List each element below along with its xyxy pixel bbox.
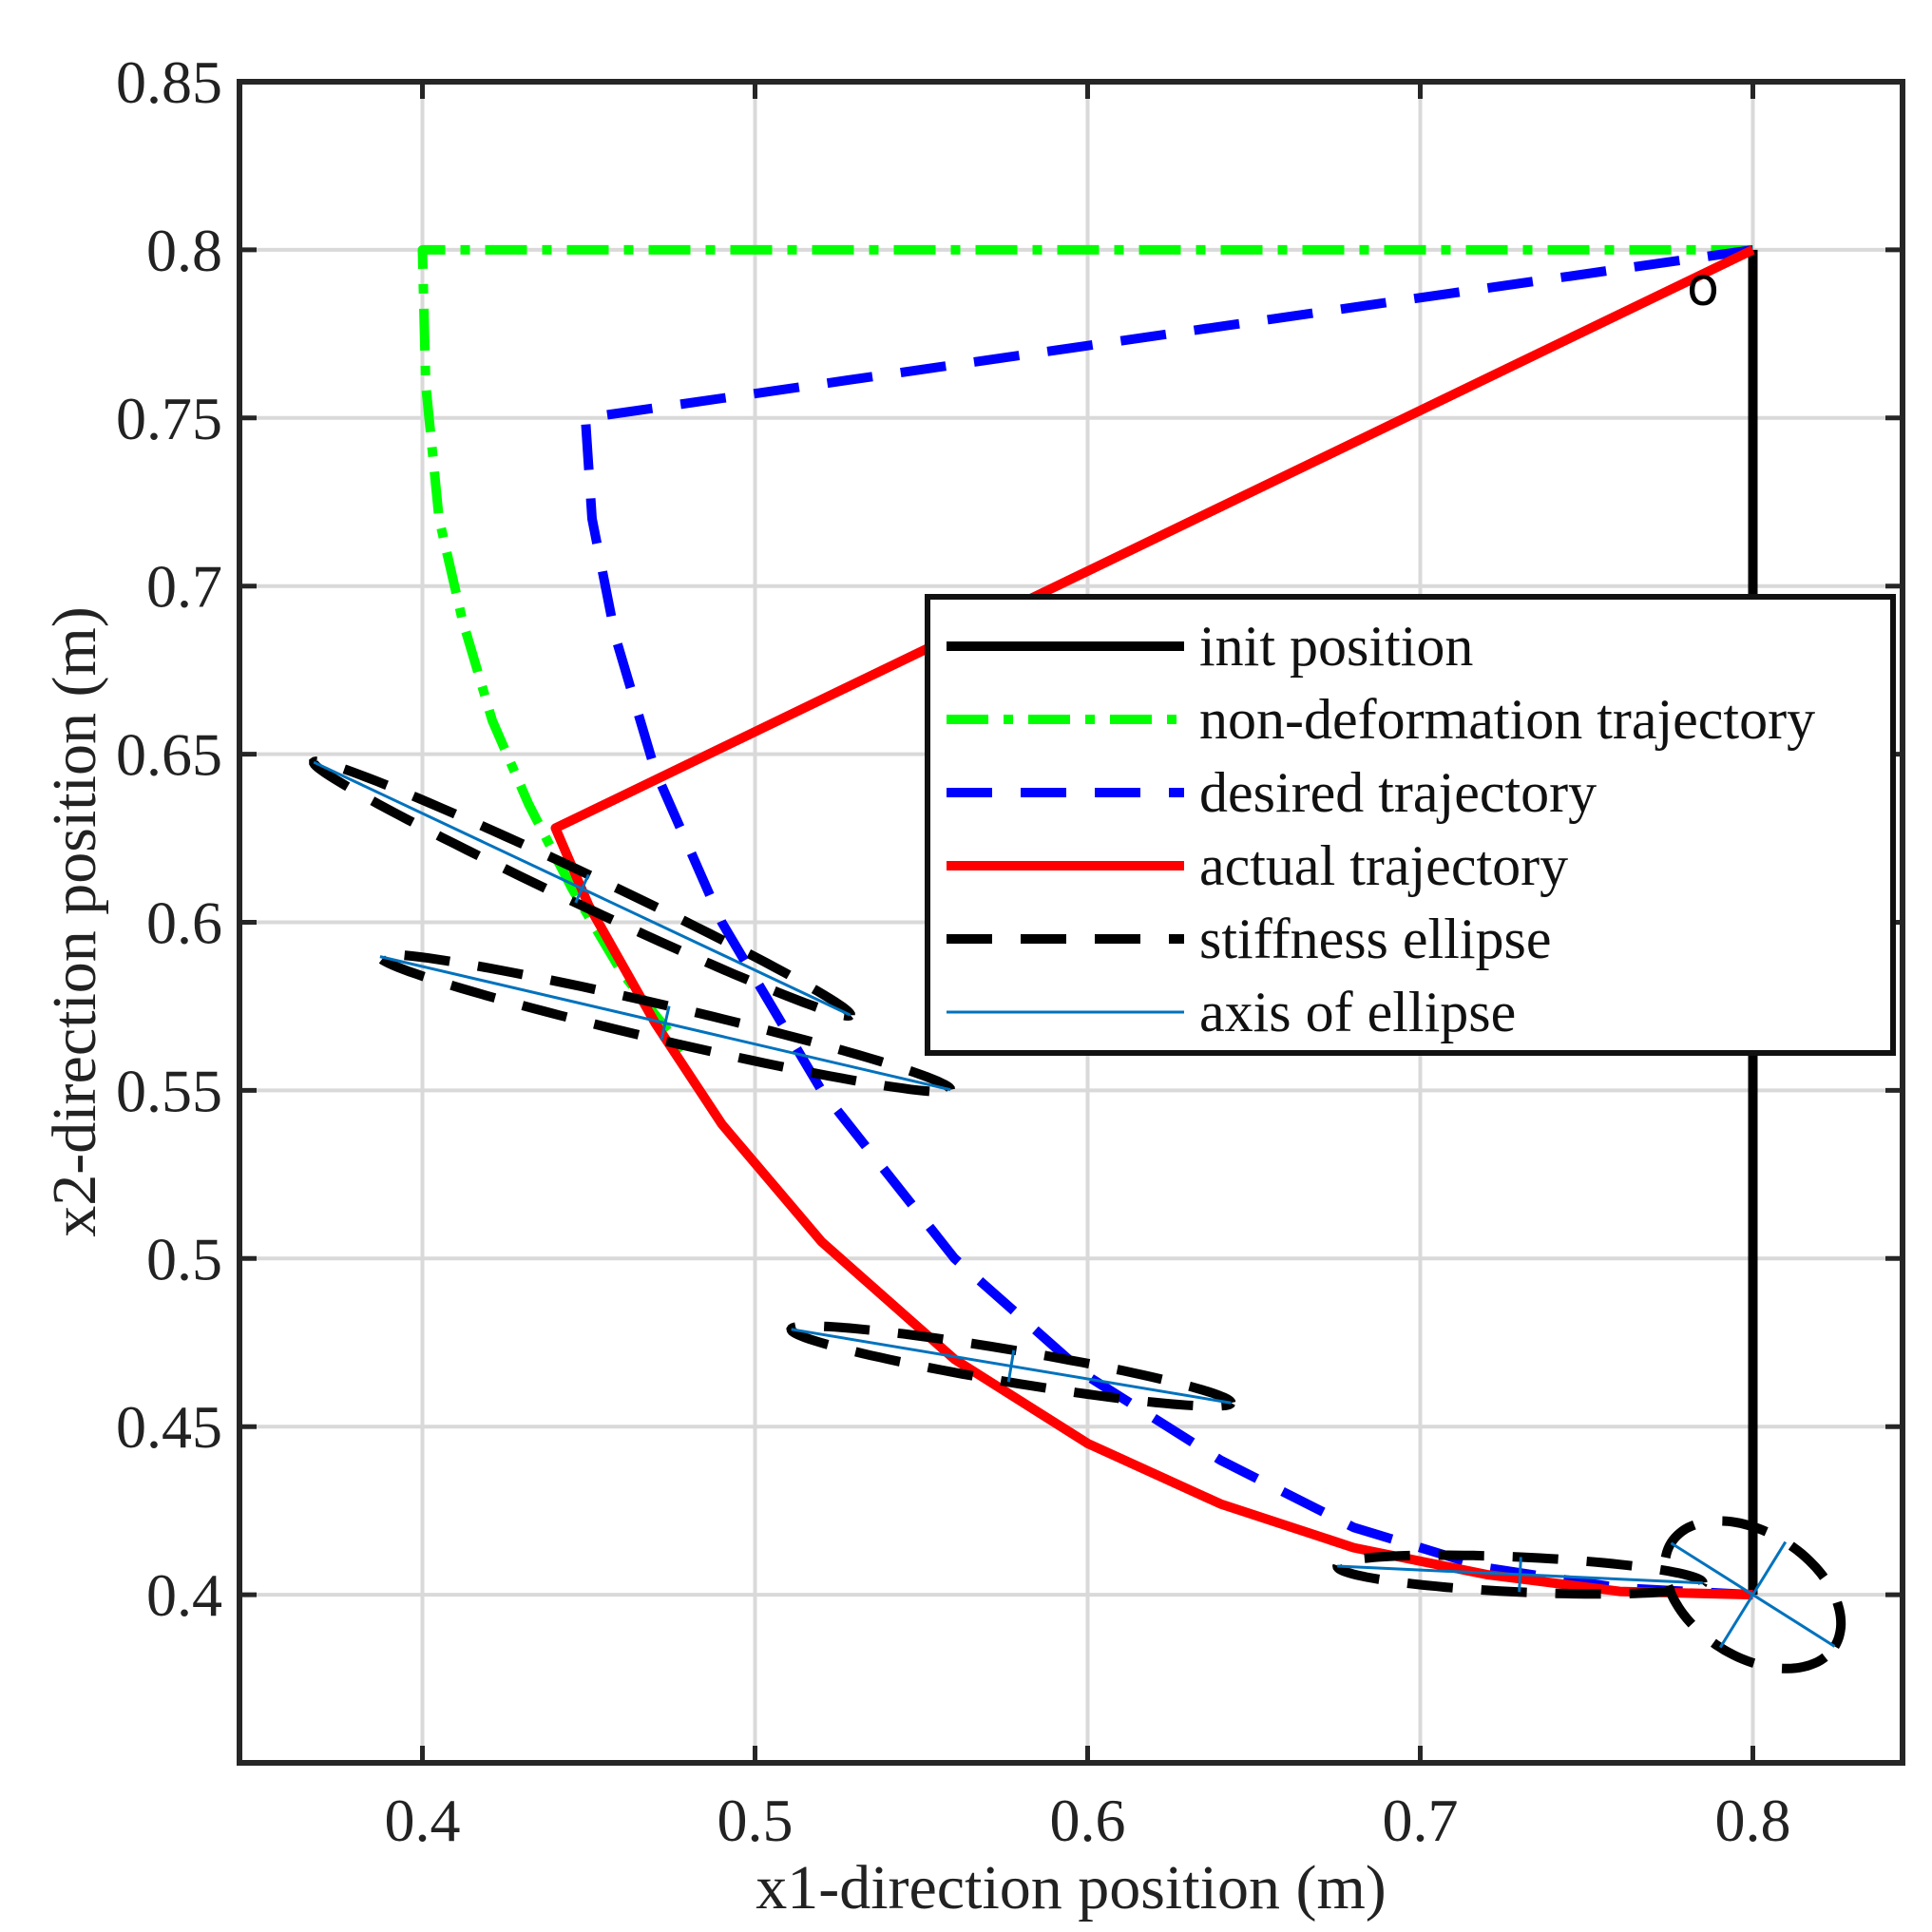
legend-label: axis of ellipse [1199,981,1516,1043]
legend-label: actual trajectory [1199,834,1568,897]
legend-label: desired trajectory [1199,761,1597,824]
y-tick-label: 0.65 [116,721,222,789]
axis-ticks: 0.4 0.5 0.6 0.7 0.8 0.4 0.45 0.5 0.55 0.6 0.65 0.7 0… [116,48,1903,1854]
y-tick-label: 0.55 [116,1057,222,1124]
legend: init position non-deformation trajectory d… [925,594,1896,1056]
stiffness-ellipse [309,756,855,1022]
x-tick-label: 0.7 [1383,1787,1459,1854]
ellipse-minor-axis [574,873,590,904]
ellipse-minor-axis [660,1005,671,1041]
x-tick-label: 0.8 [1715,1787,1791,1854]
legend-box [925,594,1896,1056]
ellipse-minor-axis [1718,1540,1788,1649]
stiffness-ellipse [1332,1550,1708,1599]
y-tick-label: 0.75 [116,385,222,452]
y-axis-label: x2-direction position (m) [40,606,109,1237]
x-tick-label: 0.6 [1050,1787,1126,1854]
legend-label: init position [1199,615,1473,678]
x-axis-label: x1-direction position (m) [756,1853,1387,1922]
x-tick-label: 0.4 [385,1787,461,1854]
series-line-desired-trajectory [581,244,1754,1600]
y-tick-label: 0.5 [146,1225,222,1292]
origin-annotation: o [1687,256,1719,317]
y-tick-label: 0.8 [146,217,222,284]
stiffness-ellipse [374,949,956,1097]
stiffness-ellipse [786,1321,1236,1411]
x-tick-label: 0.5 [717,1787,794,1854]
ellipse-minor-axis [1006,1349,1016,1383]
annotations: o [1687,256,1719,317]
y-tick-label: 0.45 [116,1393,222,1461]
series-line-non-deformation-trajectory [417,244,1753,1061]
legend-label: non-deformation trajectory [1199,688,1815,751]
y-tick-label: 0.7 [146,553,222,621]
stiffness-ellipse [1659,1516,1846,1674]
y-tick-label: 0.85 [116,48,222,116]
y-tick-label: 0.6 [146,889,222,957]
ellipse-minor-axis [1518,1557,1522,1593]
legend-label: stiffness ellipse [1199,908,1552,970]
y-tick-label: 0.4 [146,1561,222,1629]
